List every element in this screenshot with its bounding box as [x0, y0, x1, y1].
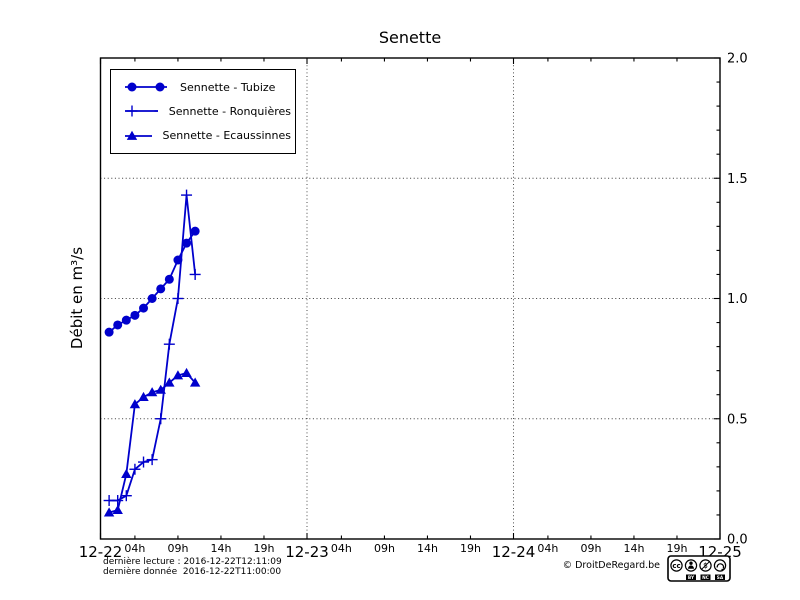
legend-marker-icon	[125, 82, 167, 92]
license-chip-label: BY	[688, 575, 695, 581]
license-chip-label: NC	[702, 575, 709, 581]
legend-item: Sennette - Tubize	[123, 80, 291, 94]
svg-text:19h: 19h	[253, 542, 274, 555]
svg-text:04h: 04h	[331, 542, 352, 555]
legend-item: Sennette - Ronquières	[123, 104, 291, 118]
svg-text:19h: 19h	[666, 542, 687, 555]
svg-text:1.5: 1.5	[727, 172, 748, 187]
footer-last-read: dernière lecture : 2016-12-22T12:11:09	[103, 557, 282, 567]
svg-text:1.0: 1.0	[727, 292, 748, 307]
svg-text:0.0: 0.0	[727, 533, 748, 548]
svg-text:14h: 14h	[417, 542, 438, 555]
svg-text:14h: 14h	[210, 542, 231, 555]
legend-item: Sennette - Ecaussinnes	[123, 129, 291, 143]
svg-text:09h: 09h	[374, 542, 395, 555]
legend-marker-icon	[125, 130, 152, 140]
svg-text:12-24: 12-24	[492, 543, 536, 561]
sa-icon	[716, 563, 725, 570]
footer-last-data: dernière donnée 2016-12-22T11:00:00	[103, 567, 282, 577]
svg-text:2.0: 2.0	[727, 52, 748, 67]
legend-item-label: Sennette - Ronquières	[168, 104, 291, 118]
y-axis-label: Débit en m³/s	[68, 246, 86, 350]
license-chip-label: SA	[717, 575, 724, 581]
svg-text:0.5: 0.5	[727, 412, 748, 427]
legend-marker-icon	[125, 105, 158, 117]
svg-text:04h: 04h	[537, 542, 558, 555]
cc-icon: cc	[672, 562, 680, 570]
legend-item-label: Sennette - Ecaussinnes	[162, 129, 292, 143]
svg-text:09h: 09h	[580, 542, 601, 555]
svg-text:04h: 04h	[124, 542, 145, 555]
legend-item-label: Sennette - Tubize	[180, 80, 276, 94]
chart-legend: Sennette - Tubize Sennette - Ronquières Se…	[110, 69, 296, 154]
svg-text:19h: 19h	[460, 542, 481, 555]
svg-text:14h: 14h	[623, 542, 644, 555]
chart-title: Senette	[378, 28, 442, 47]
svg-text:12-23: 12-23	[285, 543, 329, 561]
svg-text:12-22: 12-22	[79, 543, 123, 561]
svg-text:09h: 09h	[167, 542, 188, 555]
copyright-text: © DroitDeRegard.be	[562, 560, 660, 571]
by-icon	[689, 561, 693, 565]
